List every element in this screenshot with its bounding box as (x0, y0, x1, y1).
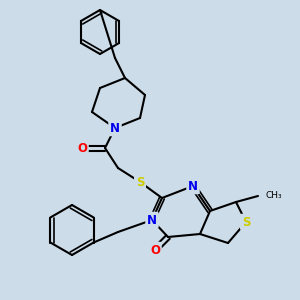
Text: S: S (242, 215, 250, 229)
Text: O: O (77, 142, 87, 154)
Text: N: N (147, 214, 157, 226)
Text: S: S (136, 176, 144, 188)
Text: CH₃: CH₃ (266, 191, 283, 200)
Text: N: N (110, 122, 120, 134)
Text: N: N (188, 179, 198, 193)
Text: O: O (150, 244, 160, 256)
